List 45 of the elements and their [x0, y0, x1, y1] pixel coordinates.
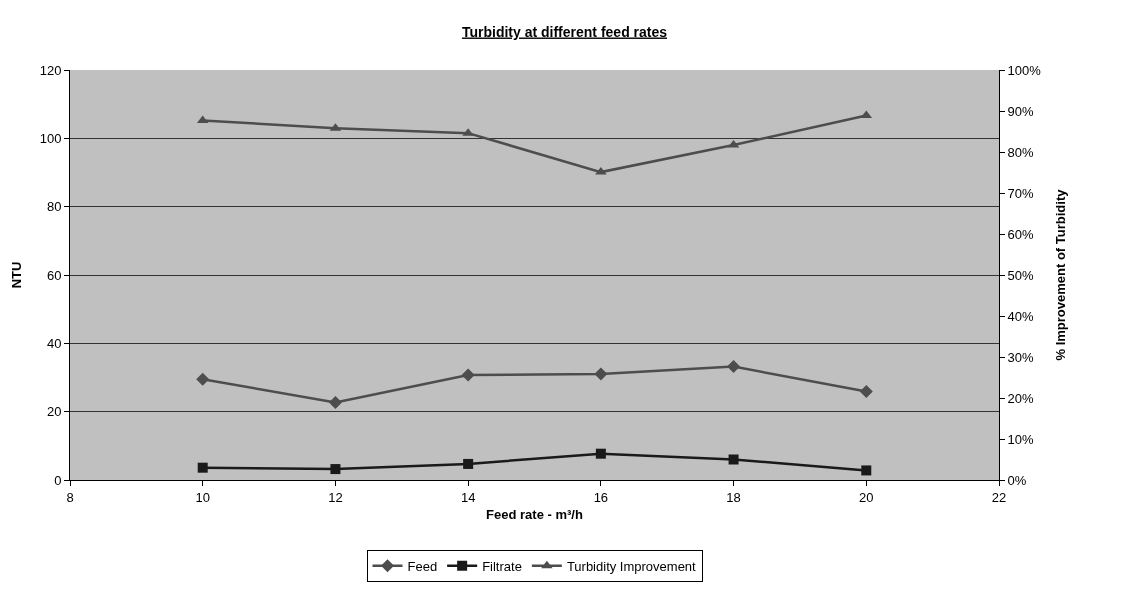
x-tick-label: 22 — [991, 489, 1007, 505]
y2-axis-title: % Improvement of Turbidity — [1052, 188, 1068, 361]
y2-tick-label: 10% — [1007, 431, 1035, 447]
point — [595, 448, 606, 459]
point — [594, 367, 608, 381]
x-tick-label: 12 — [328, 489, 343, 505]
y-axis-title: NTU — [8, 261, 24, 289]
legend-label: Feed — [407, 558, 438, 574]
point — [328, 395, 342, 409]
point — [330, 464, 341, 475]
point — [861, 465, 872, 476]
y-tick-label: 20 — [46, 404, 62, 420]
y2-tick-label: 80% — [1007, 144, 1035, 160]
point — [728, 454, 739, 465]
y2-tick-label: 30% — [1007, 349, 1035, 365]
chart-title: Turbidity at different feed rates — [461, 23, 668, 40]
legend-label: Turbidity Improvement — [566, 558, 697, 574]
point — [727, 360, 741, 374]
y2-tick-label: 0% — [1007, 472, 1027, 488]
x-tick-label: 18 — [726, 489, 741, 505]
point — [196, 372, 210, 386]
y2-tick-label: 70% — [1007, 185, 1035, 201]
point — [859, 385, 873, 399]
y-tick-label: 60 — [46, 267, 62, 283]
y2-tick-label: 60% — [1007, 226, 1035, 242]
y2-tick-label: 100% — [1007, 62, 1042, 78]
x-tick-label: 14 — [460, 489, 476, 505]
y-tick-label: 40 — [46, 335, 62, 351]
x-tick-label: 20 — [859, 489, 874, 505]
x-axis-title: Feed rate - m³/h — [486, 507, 583, 523]
y-tick-label: 100 — [39, 130, 62, 146]
y-tick-label: 0 — [54, 472, 62, 488]
y2-tick-label: 90% — [1007, 103, 1035, 119]
x-tick-label: 16 — [593, 489, 609, 505]
y2-tick-label: 20% — [1007, 390, 1035, 406]
y-tick-label: 120 — [39, 62, 62, 78]
y-tick-label: 80 — [46, 199, 62, 215]
x-tick-label: 10 — [195, 489, 210, 505]
x-tick-label: 8 — [66, 489, 74, 505]
point — [463, 458, 474, 469]
y2-tick-label: 40% — [1007, 308, 1035, 324]
legend-label: Filtrate — [482, 558, 522, 574]
point — [461, 368, 475, 382]
y2-tick-label: 50% — [1007, 267, 1035, 283]
point — [197, 462, 208, 473]
